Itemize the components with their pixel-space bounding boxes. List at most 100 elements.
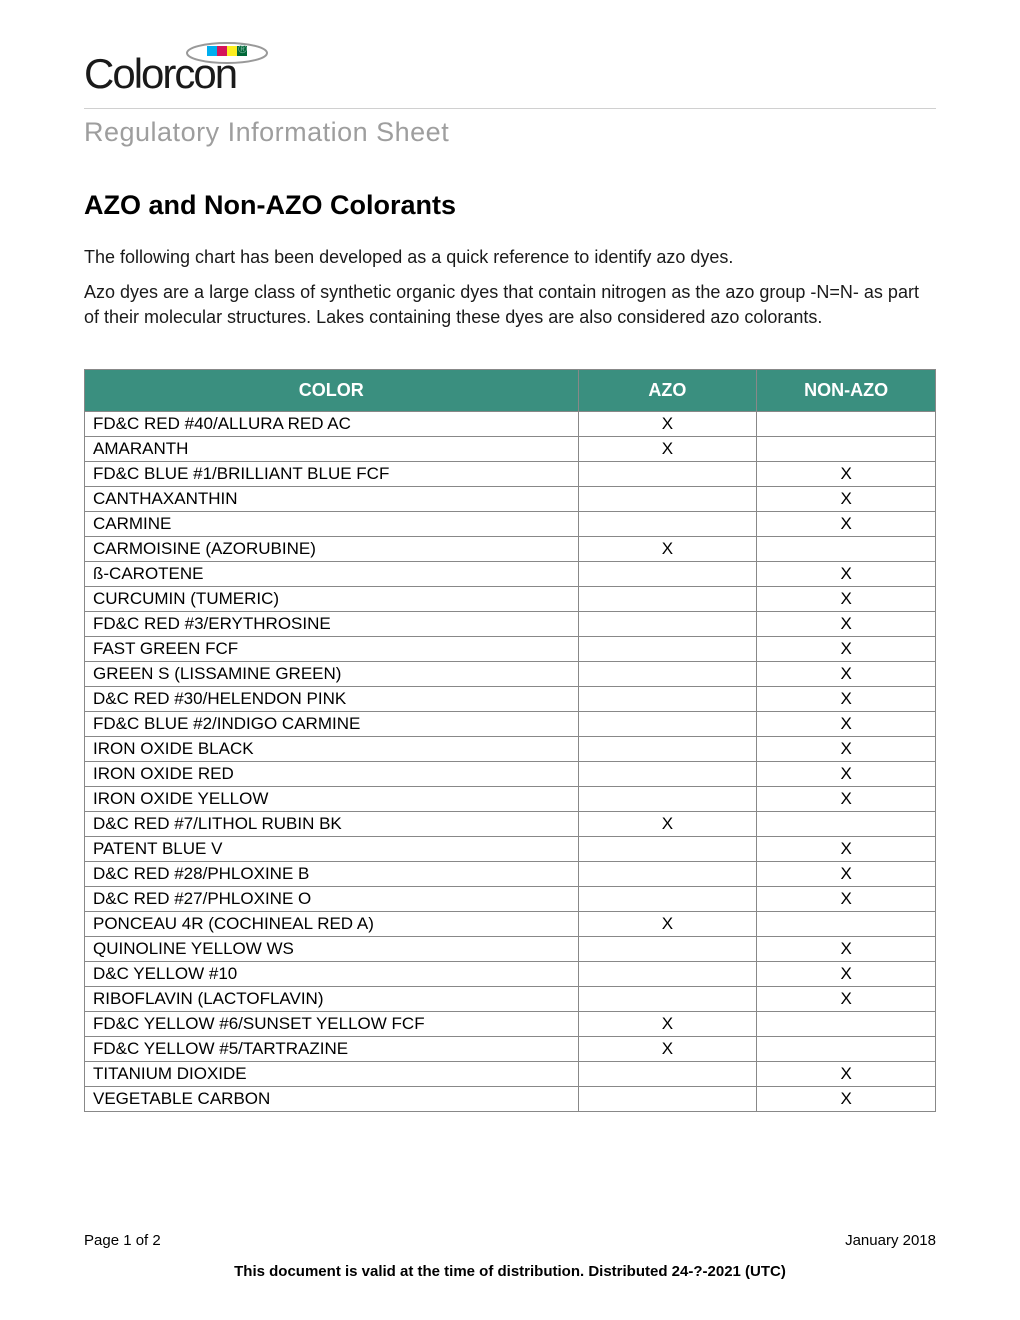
table-row: CARMINE X <box>85 511 936 536</box>
cell-nonazo <box>757 536 936 561</box>
cell-nonazo: X <box>757 636 936 661</box>
subtitle: Regulatory Information Sheet <box>84 117 936 148</box>
table-row: FAST GREEN FCF X <box>85 636 936 661</box>
table-row: FD&C YELLOW #6/SUNSET YELLOW FCFX <box>85 1011 936 1036</box>
table-row: IRON OXIDE REDX <box>85 761 936 786</box>
logo-text: Colorcon® <box>84 50 243 98</box>
table-row: D&C RED #28/PHLOXINE B X <box>85 861 936 886</box>
col-header-color: COLOR <box>85 369 579 411</box>
cell-nonazo: X <box>757 486 936 511</box>
cell-color: FD&C YELLOW #6/SUNSET YELLOW FCF <box>85 1011 579 1036</box>
table-row: FD&C BLUE #1/BRILLIANT BLUE FCF X <box>85 461 936 486</box>
cell-color: PONCEAU 4R (COCHINEAL RED A) <box>85 911 579 936</box>
table-row: CANTHAXANTHIN X <box>85 486 936 511</box>
logo-swoosh-icon <box>182 38 272 68</box>
cell-azo <box>578 936 757 961</box>
cell-color: FAST GREEN FCF <box>85 636 579 661</box>
cell-azo <box>578 611 757 636</box>
cell-color: IRON OXIDE BLACK <box>85 736 579 761</box>
cell-color: FD&C YELLOW #5/TARTRAZINE <box>85 1036 579 1061</box>
cell-nonazo <box>757 911 936 936</box>
cell-azo <box>578 736 757 761</box>
table-row: D&C RED #27/PHLOXINE O X <box>85 886 936 911</box>
cell-color: CURCUMIN (TUMERIC) <box>85 586 579 611</box>
cell-azo: X <box>578 536 757 561</box>
cell-azo <box>578 686 757 711</box>
cell-color: FD&C BLUE #1/BRILLIANT BLUE FCF <box>85 461 579 486</box>
cell-azo <box>578 786 757 811</box>
cell-azo <box>578 486 757 511</box>
cell-nonazo: X <box>757 936 936 961</box>
cell-azo <box>578 1061 757 1086</box>
cell-nonazo <box>757 436 936 461</box>
cell-color: D&C RED #7/LITHOL RUBIN BK <box>85 811 579 836</box>
table-row: AMARANTHX <box>85 436 936 461</box>
cell-color: CANTHAXANTHIN <box>85 486 579 511</box>
cell-color: D&C RED #28/PHLOXINE B <box>85 861 579 886</box>
cell-color: GREEN S (LISSAMINE GREEN) <box>85 661 579 686</box>
page-number: Page 1 of 2 <box>84 1232 161 1249</box>
col-header-azo: AZO <box>578 369 757 411</box>
cell-nonazo <box>757 1011 936 1036</box>
table-row: ß-CAROTENE X <box>85 561 936 586</box>
cell-nonazo: X <box>757 736 936 761</box>
table-row: D&C YELLOW #10 X <box>85 961 936 986</box>
cell-azo <box>578 886 757 911</box>
cell-azo: X <box>578 911 757 936</box>
cell-nonazo: X <box>757 561 936 586</box>
cell-azo: X <box>578 436 757 461</box>
cell-nonazo: X <box>757 1061 936 1086</box>
cell-azo <box>578 561 757 586</box>
cell-color: CARMINE <box>85 511 579 536</box>
table-row: TITANIUM DIOXIDEX <box>85 1061 936 1086</box>
cell-color: AMARANTH <box>85 436 579 461</box>
table-row: VEGETABLE CARBON X <box>85 1086 936 1111</box>
cell-nonazo: X <box>757 886 936 911</box>
cell-azo: X <box>578 1011 757 1036</box>
cell-azo <box>578 836 757 861</box>
cell-nonazo <box>757 411 936 436</box>
cell-azo <box>578 961 757 986</box>
table-body: FD&C RED #40/ALLURA RED ACXAMARANTHXFD&C… <box>85 411 936 1111</box>
cell-color: D&C YELLOW #10 <box>85 961 579 986</box>
cell-azo <box>578 636 757 661</box>
logo-area: Colorcon® <box>84 50 936 98</box>
table-row: FD&C BLUE #2/INDIGO CARMINE X <box>85 711 936 736</box>
table-row: FD&C YELLOW #5/TARTRAZINEX <box>85 1036 936 1061</box>
table-row: D&C RED #30/HELENDON PINKX <box>85 686 936 711</box>
cell-nonazo: X <box>757 711 936 736</box>
cell-nonazo <box>757 811 936 836</box>
table-row: D&C RED #7/LITHOL RUBIN BKX <box>85 811 936 836</box>
cell-color: QUINOLINE YELLOW WS <box>85 936 579 961</box>
table-row: IRON OXIDE YELLOWX <box>85 786 936 811</box>
cell-color: FD&C RED #40/ALLURA RED AC <box>85 411 579 436</box>
cell-azo <box>578 861 757 886</box>
cell-color: FD&C BLUE #2/INDIGO CARMINE <box>85 711 579 736</box>
cell-azo <box>578 711 757 736</box>
cell-nonazo: X <box>757 511 936 536</box>
table-row: FD&C RED #40/ALLURA RED ACX <box>85 411 936 436</box>
cell-nonazo: X <box>757 661 936 686</box>
table-row: RIBOFLAVIN (LACTOFLAVIN)X <box>85 986 936 1011</box>
intro-paragraph-2: Azo dyes are a large class of synthetic … <box>84 280 936 330</box>
cell-azo <box>578 586 757 611</box>
cell-nonazo: X <box>757 1086 936 1111</box>
cell-nonazo: X <box>757 961 936 986</box>
cell-azo <box>578 986 757 1011</box>
cell-azo: X <box>578 811 757 836</box>
table-row: FD&C RED #3/ERYTHROSINEX <box>85 611 936 636</box>
footer-date: January 2018 <box>845 1232 936 1249</box>
cell-color: ß-CAROTENE <box>85 561 579 586</box>
cell-azo <box>578 761 757 786</box>
cell-azo: X <box>578 411 757 436</box>
cell-nonazo: X <box>757 836 936 861</box>
cell-nonazo <box>757 1036 936 1061</box>
cell-azo: X <box>578 1036 757 1061</box>
cell-color: D&C RED #27/PHLOXINE O <box>85 886 579 911</box>
cell-color: VEGETABLE CARBON <box>85 1086 579 1111</box>
cell-nonazo: X <box>757 761 936 786</box>
cell-color: FD&C RED #3/ERYTHROSINE <box>85 611 579 636</box>
cell-nonazo: X <box>757 461 936 486</box>
cell-nonazo: X <box>757 861 936 886</box>
footer: Page 1 of 2 January 2018 This document i… <box>84 1232 936 1280</box>
